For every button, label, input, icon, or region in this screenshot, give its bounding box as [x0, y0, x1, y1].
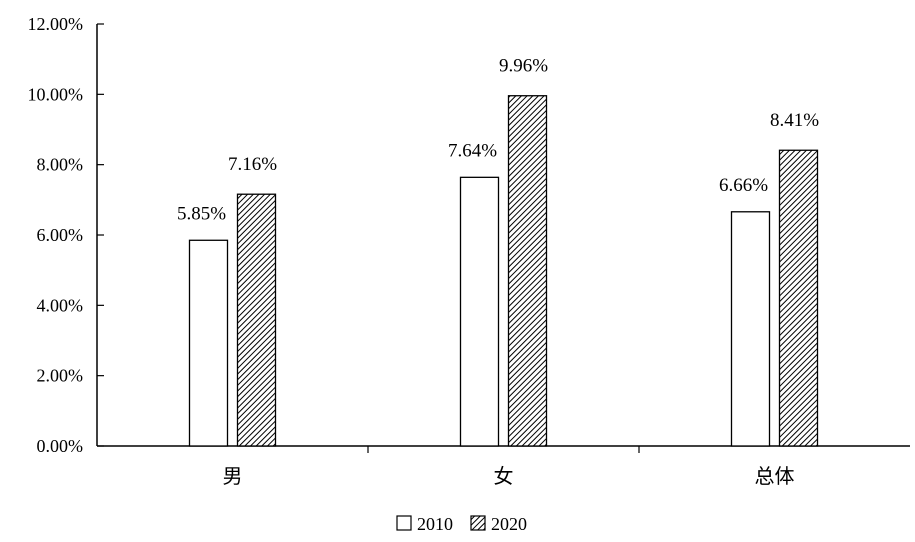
data-labels: 5.85% 7.16% 7.64% 9.96% 6.66% 8.41% — [177, 56, 819, 225]
bar-2020 — [778, 149, 819, 447]
y-tick-label: 0.00% — [37, 436, 84, 456]
data-label: 7.16% — [228, 154, 277, 175]
y-tick-label: 12.00% — [28, 14, 84, 34]
data-label: 9.96% — [499, 56, 548, 77]
axes: 0.00% 2.00% 4.00% 6.00% 8.00% 10.00% 12.00% 男 女 总… — [28, 14, 910, 488]
y-tick-label: 2.00% — [37, 366, 84, 386]
bar-2020 — [507, 95, 548, 447]
legend-label: 2020 — [491, 514, 527, 534]
bars — [188, 95, 819, 447]
x-category-label: 女 — [494, 465, 514, 488]
bar-2020 — [236, 193, 277, 447]
legend: 2010 2020 — [396, 514, 527, 534]
data-label: 5.85% — [177, 203, 226, 224]
y-tick-label: 8.00% — [37, 155, 84, 175]
data-label: 6.66% — [719, 175, 768, 196]
data-label: 8.41% — [770, 110, 819, 131]
y-tick-label: 4.00% — [37, 295, 84, 315]
y-tick-label: 6.00% — [37, 225, 84, 245]
data-label: 7.64% — [448, 140, 497, 161]
legend-swatch-2020 — [470, 515, 486, 531]
legend-label: 2010 — [417, 514, 453, 534]
x-category-label: 男 — [223, 466, 243, 488]
legend-swatch-2010 — [396, 515, 412, 531]
bar-2010 — [188, 239, 229, 447]
y-tick-label: 10.00% — [28, 84, 84, 104]
x-category-label: 总体 — [755, 465, 795, 488]
bar-2010 — [459, 176, 500, 447]
bar-2010 — [730, 211, 771, 447]
